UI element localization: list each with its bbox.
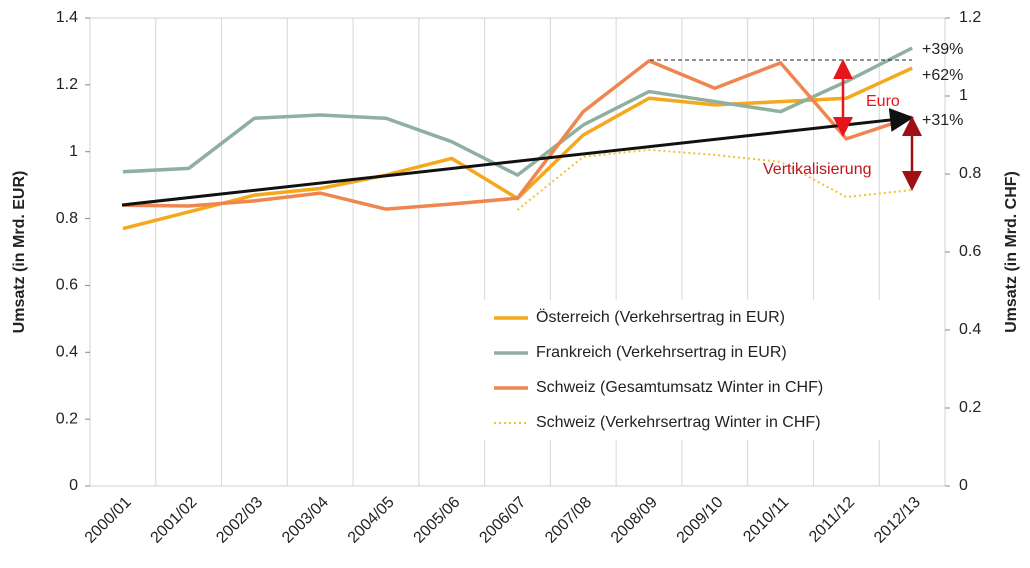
annotations: +39% +62% +31% Euro Vertikalisierung: [121, 41, 963, 207]
y-tick-label: 0.6: [56, 277, 78, 294]
annotation: Euro: [866, 93, 900, 110]
y-tick-label: 0.4: [56, 344, 78, 361]
y2-tick-label: 0.2: [959, 399, 981, 416]
x-tick-label: 2004/05: [345, 494, 398, 547]
x-tick-label: 2001/02: [148, 494, 201, 547]
annotation: +31%: [922, 112, 963, 129]
legend-label: Österreich (Verkehrsertrag in EUR): [536, 308, 785, 326]
annotation: +62%: [922, 67, 963, 84]
x-tick-label: 2009/10: [674, 494, 727, 547]
trend-arrow: [121, 108, 914, 207]
x-tick-label: 2008/09: [608, 494, 661, 547]
annotation: +39%: [922, 41, 963, 58]
x-tick-label: 2002/03: [213, 494, 266, 547]
y-tick-label: 1.4: [56, 9, 78, 26]
x-tick-label: 2000/01: [82, 494, 135, 547]
y2-tick-label: 1.2: [959, 9, 981, 26]
series-line: [122, 59, 913, 211]
y2-tick-label: 0: [959, 477, 968, 494]
y-tick-label: 0: [69, 477, 78, 494]
x-tick-label: 2003/04: [279, 494, 332, 547]
y2-axis-label: Umsatz (in Mrd. CHF): [1003, 171, 1020, 333]
legend-label: Schweiz (Gesamtumsatz Winter in CHF): [536, 379, 823, 396]
y-tick-label: 0.8: [56, 210, 78, 227]
series-line: [122, 66, 913, 231]
series-line: [516, 148, 913, 211]
y2-tick-label: 0.4: [959, 321, 981, 338]
y-tick-label: 0.2: [56, 410, 78, 427]
annotation: Vertikalisierung: [763, 161, 872, 178]
x-tick-label: 2011/12: [806, 494, 858, 546]
y-tick-label: 1: [69, 143, 78, 160]
legend-label: Frankreich (Verkehrsertrag in EUR): [536, 344, 787, 361]
x-tick-label: 2012/13: [871, 494, 924, 547]
y2-tick-label: 0.8: [959, 165, 981, 182]
x-tick-label: 2006/07: [476, 494, 529, 547]
legend-label: Schweiz (Verkehrsertrag Winter in CHF): [536, 414, 821, 431]
y-axis-label: Umsatz (in Mrd. EUR): [11, 171, 28, 334]
x-tick-label: 2005/06: [411, 494, 464, 547]
legend-box: [480, 300, 900, 440]
y2-tick-label: 0.6: [959, 243, 981, 260]
y2-tick-label: 1: [959, 87, 968, 104]
x-tick-label: 2007/08: [542, 494, 595, 547]
series-line: [122, 46, 913, 177]
y-tick-label: 1.2: [56, 76, 78, 93]
x-tick-label: 2010/11: [740, 494, 792, 546]
